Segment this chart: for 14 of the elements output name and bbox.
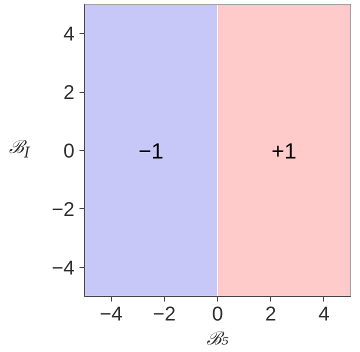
y-tick-label: 4 (63, 24, 74, 46)
x-tick-label: −4 (100, 304, 123, 326)
x-tick-label: −2 (152, 304, 176, 326)
band-label: +1 (271, 138, 297, 164)
x-tick-label: 4 (318, 304, 330, 326)
y-tick-label: 0 (63, 140, 74, 162)
x-tick-label: 0 (212, 304, 224, 326)
y-tick-label: 2 (63, 82, 74, 104)
band-label: −1 (138, 138, 164, 164)
y-axis-title: ℬ$_{I}$ (9, 136, 30, 164)
x-axis-title: ℬ₅ (206, 328, 229, 350)
x-tick-label: 2 (265, 304, 276, 326)
y-tick-label: −4 (52, 257, 75, 280)
y-tick-label: −2 (52, 198, 75, 221)
